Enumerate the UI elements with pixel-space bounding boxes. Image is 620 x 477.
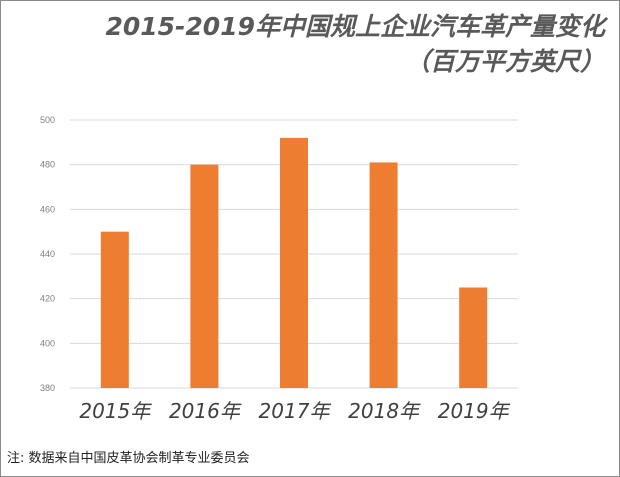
- y-tick-label: 500: [40, 115, 55, 125]
- x-tick-label: 2015年: [79, 399, 152, 423]
- x-tick-label: 2018年: [348, 399, 421, 423]
- source-note: 注: 数据来自中国皮革协会制革专业委员会: [7, 451, 250, 466]
- y-tick-label: 480: [40, 160, 55, 170]
- bar-2018年: [369, 162, 398, 388]
- y-tick-label: 440: [40, 249, 55, 259]
- x-tick-label: 2016年: [169, 399, 242, 423]
- y-tick-label: 400: [40, 338, 55, 348]
- chart-subtitle: （百万平方英尺）: [404, 47, 605, 76]
- bar-2017年: [280, 137, 308, 388]
- y-tick-label: 420: [40, 294, 55, 304]
- y-tick-label: 380: [40, 383, 55, 393]
- x-tick-label: 2019年: [438, 399, 511, 423]
- x-tick-label: 2017年: [259, 399, 332, 423]
- bar-2019年: [459, 287, 488, 388]
- bar-2016年: [190, 164, 219, 388]
- chart-title: 2015-2019年中国规上企业汽车革产量变化: [105, 12, 605, 41]
- y-tick-label: 460: [40, 204, 55, 214]
- bar-2015年: [100, 231, 129, 388]
